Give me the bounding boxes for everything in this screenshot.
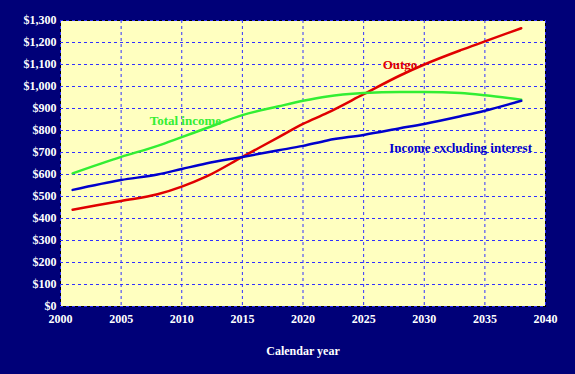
svg-text:$1,100: $1,100: [24, 57, 57, 71]
svg-text:2010: 2010: [170, 312, 194, 326]
svg-text:Income excluding interest: Income excluding interest: [389, 140, 532, 155]
svg-text:Calendar year: Calendar year: [266, 344, 340, 358]
svg-text:2030: 2030: [412, 312, 436, 326]
svg-text:Total income: Total income: [150, 113, 222, 128]
svg-text:$900: $900: [33, 101, 57, 115]
svg-text:$600: $600: [33, 167, 57, 181]
svg-text:$0: $0: [44, 299, 57, 314]
svg-text:2035: 2035: [473, 312, 497, 326]
svg-text:$400: $400: [33, 211, 57, 225]
svg-text:2040: 2040: [534, 312, 558, 326]
svg-text:Outgo: Outgo: [383, 57, 418, 72]
svg-text:2020: 2020: [291, 312, 315, 326]
svg-text:$1,200: $1,200: [24, 35, 57, 49]
svg-text:$100: $100: [33, 277, 57, 291]
svg-text:$500: $500: [33, 189, 57, 203]
svg-text:$700: $700: [33, 145, 57, 159]
svg-text:2005: 2005: [109, 312, 133, 326]
svg-text:$800: $800: [33, 123, 57, 137]
svg-text:$1,300: $1,300: [24, 13, 57, 27]
svg-text:2000: 2000: [49, 312, 73, 326]
svg-text:2015: 2015: [230, 312, 254, 326]
svg-text:$300: $300: [33, 233, 57, 247]
svg-text:2025: 2025: [352, 312, 376, 326]
svg-text:$200: $200: [33, 255, 57, 269]
svg-text:$1,000: $1,000: [24, 79, 57, 93]
